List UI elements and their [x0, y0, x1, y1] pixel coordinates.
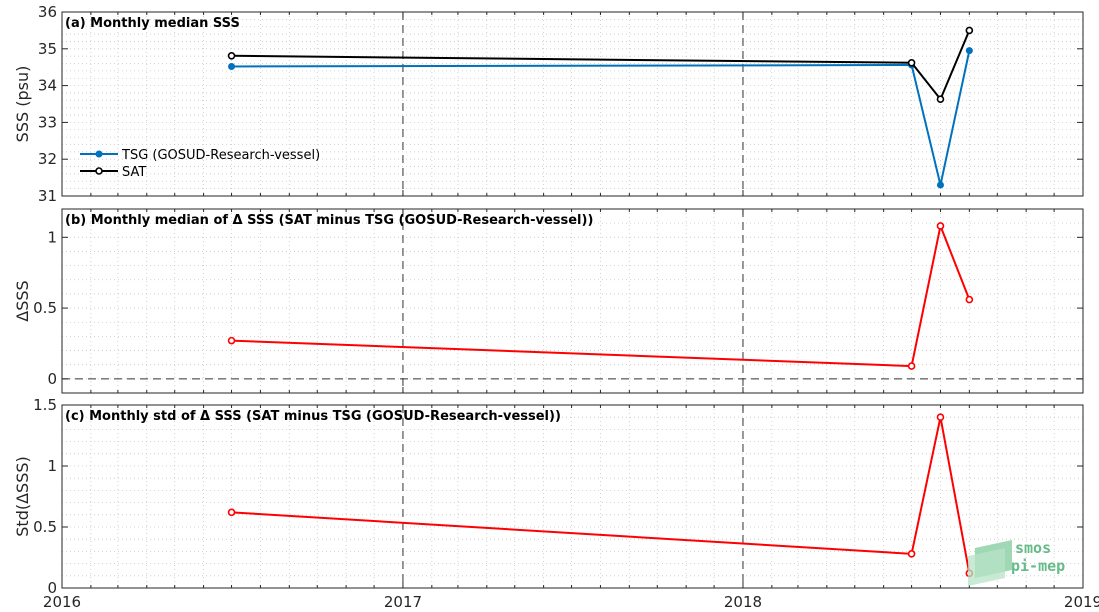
logo-shape-back [968, 548, 1005, 586]
data-point [227, 51, 236, 60]
data-point [965, 26, 974, 35]
y-axis-label: SSS (psu) [13, 66, 32, 143]
y-tick-label: 0 [47, 370, 57, 388]
data-point [228, 62, 236, 70]
y-tick-label: 36 [38, 3, 57, 21]
y-tick-label: 0.5 [33, 299, 57, 317]
axes-box [61, 404, 1084, 589]
legend-label: TSG (GOSUD-Research-vessel) [121, 148, 320, 163]
data-point [907, 550, 916, 558]
data-point [907, 362, 916, 370]
data-point [965, 47, 973, 55]
data-point [936, 95, 945, 104]
y-axis-label: ΔSSS [13, 280, 32, 321]
panel-title: (a) Monthly median SSS [65, 16, 240, 31]
data-point [936, 181, 944, 189]
panel-a-monthly-median-sss: 31 32 33 34 35 36 SSS (psu) (a) Monthly median … [13, 3, 1084, 205]
y-axis-label: Std(ΔSSS) [13, 456, 32, 536]
series-line [231, 50, 971, 186]
data-point [936, 222, 945, 230]
y-tick-label: 1.5 [33, 396, 57, 414]
data-point [227, 508, 236, 517]
panel-title: (c) Monthly std of Δ SSS (SAT minus TSG … [65, 409, 561, 424]
panel-b-monthly-median-delta-sss: 0 0.5 1 ΔSSS (b) Monthly median of Δ SSS (SA… [13, 208, 1084, 394]
x-tick-label: 2016 [43, 593, 81, 611]
axes-box [61, 208, 1084, 394]
logo-line2: pi-mep [1011, 557, 1065, 575]
panel-title: (b) Monthly median of Δ SSS (SAT minus T… [65, 213, 593, 228]
y-tick-label: 1 [47, 457, 57, 475]
x-tick-label: 2018 [724, 593, 762, 611]
smos-pi-mep-logo: smos pi-mep [968, 539, 1065, 586]
data-point [936, 413, 945, 422]
y-tick-label: 34 [38, 77, 57, 95]
y-tick-label: 33 [38, 113, 57, 131]
data-point [965, 295, 974, 304]
data-point [227, 336, 236, 345]
series-line [231, 222, 971, 368]
legend-label: SAT [122, 165, 146, 180]
legend-marker [95, 167, 103, 175]
y-tick-label: 35 [38, 40, 57, 58]
y-tick-label: 31 [38, 187, 57, 205]
y-tick-label: 32 [38, 150, 57, 168]
y-tick-label: 1 [47, 228, 57, 246]
data-point [907, 58, 916, 67]
axes-box [61, 11, 1084, 197]
logo-line1: smos [1015, 539, 1051, 557]
x-tick-label: 2017 [384, 593, 422, 611]
series-line [231, 30, 971, 102]
legend-marker [95, 150, 103, 158]
panel-c-monthly-std-delta-sss: 0 0.5 1 1.5 2016 2017 2018 2019 Std(ΔSSS) (c) Mon… [13, 396, 1099, 611]
y-tick-label: 0 [47, 579, 57, 597]
x-tick-label: 2019 [1064, 593, 1099, 611]
series-line [231, 416, 971, 574]
y-tick-label: 0.5 [33, 518, 57, 536]
